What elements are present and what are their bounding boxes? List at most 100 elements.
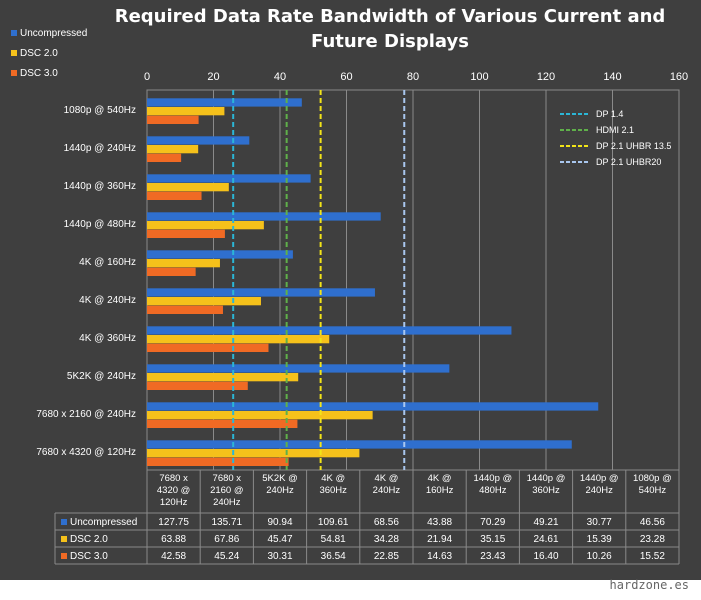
table-row-swatch xyxy=(61,536,67,542)
reference-legend-label: DP 1.4 xyxy=(596,109,623,119)
bar xyxy=(147,259,220,268)
x-tick-label: 140 xyxy=(603,71,621,83)
legend-swatch xyxy=(11,30,17,36)
x-tick-label: 120 xyxy=(537,71,555,83)
table-header-cell: 480Hz xyxy=(479,485,507,496)
category-label: 4K @ 360Hz xyxy=(79,333,136,344)
table-cell: 24.61 xyxy=(533,534,558,545)
table-cell: 15.39 xyxy=(587,534,612,545)
category-label: 1440p @ 480Hz xyxy=(64,219,136,230)
x-tick-label: 20 xyxy=(207,71,219,83)
table-cell: 15.52 xyxy=(640,551,665,562)
bar xyxy=(147,326,512,335)
table-row-swatch xyxy=(61,553,67,559)
table-cell: 45.47 xyxy=(267,534,292,545)
table-cell: 22.85 xyxy=(374,551,399,562)
chart-title-line: Future Displays xyxy=(311,31,469,52)
table-header-cell: 4K @ xyxy=(374,473,398,484)
x-tick-label: 80 xyxy=(407,71,419,83)
legend-label: Uncompressed xyxy=(20,28,87,39)
table-cell: 30.77 xyxy=(587,517,612,528)
table-row-label: DSC 2.0 xyxy=(70,534,108,545)
bar xyxy=(147,343,269,352)
table-cell: 23.28 xyxy=(640,534,665,545)
legend-swatch xyxy=(11,70,17,76)
category-label: 1080p @ 540Hz xyxy=(64,105,136,116)
bar xyxy=(147,191,202,200)
table-cell: 109.61 xyxy=(318,517,349,528)
bar xyxy=(147,153,182,162)
table-header-cell: 540Hz xyxy=(639,485,667,496)
table-cell: 70.29 xyxy=(480,517,505,528)
table-header-cell: 240Hz xyxy=(585,485,613,496)
bar xyxy=(147,250,293,259)
x-tick-label: 0 xyxy=(144,71,150,83)
table-row-label: Uncompressed xyxy=(70,517,137,528)
table-header-cell: 4320 @ xyxy=(157,485,190,496)
legend-swatch xyxy=(11,50,17,56)
table-header-cell: 4K @ xyxy=(321,473,345,484)
table-header-cell: 120Hz xyxy=(160,497,188,508)
table-header-cell: 1440p @ xyxy=(527,473,566,484)
bar xyxy=(147,229,225,238)
category-label: 7680 x 4320 @ 120Hz xyxy=(36,447,136,458)
table-header-cell: 5K2K @ xyxy=(262,473,298,484)
bar xyxy=(147,297,261,306)
bar xyxy=(147,174,311,183)
table-row-label: DSC 3.0 xyxy=(70,551,108,562)
table-cell: 23.43 xyxy=(480,551,505,562)
table-cell: 135.71 xyxy=(212,517,243,528)
legend-label: DSC 3.0 xyxy=(20,68,58,79)
chart-title-line: Required Data Rate Bandwidth of Various … xyxy=(115,6,666,27)
table-cell: 36.54 xyxy=(321,551,346,562)
table-header-cell: 240Hz xyxy=(213,497,241,508)
table-cell: 127.75 xyxy=(158,517,189,528)
table-header-cell: 360Hz xyxy=(319,485,347,496)
reference-legend-label: HDMI 2.1 xyxy=(596,125,634,135)
table-cell: 90.94 xyxy=(267,517,292,528)
table-header-cell: 160Hz xyxy=(426,485,454,496)
table-cell: 34.28 xyxy=(374,534,399,545)
bar xyxy=(147,145,199,154)
bar xyxy=(147,381,248,390)
table-cell: 46.56 xyxy=(640,517,665,528)
bar xyxy=(147,115,199,124)
table-row-swatch xyxy=(61,519,67,525)
table-cell: 63.88 xyxy=(161,534,186,545)
bar xyxy=(147,183,229,192)
table-cell: 14.63 xyxy=(427,551,452,562)
bar xyxy=(147,419,298,428)
reference-legend-label: DP 2.1 UHBR20 xyxy=(596,157,661,167)
bar xyxy=(147,335,330,344)
table-cell: 10.26 xyxy=(587,551,612,562)
table-header-cell: 4K @ xyxy=(428,473,452,484)
bar xyxy=(147,221,264,230)
bar xyxy=(147,449,360,458)
bar xyxy=(147,373,299,382)
table-cell: 30.31 xyxy=(267,551,292,562)
x-tick-label: 100 xyxy=(470,71,488,83)
reference-legend-label: DP 2.1 UHBR 13.5 xyxy=(596,141,671,151)
bar xyxy=(147,136,250,145)
bar xyxy=(147,98,302,107)
bar xyxy=(147,411,373,420)
category-label: 5K2K @ 240Hz xyxy=(67,371,136,382)
table-header-cell: 240Hz xyxy=(373,485,401,496)
table-cell: 42.58 xyxy=(161,551,186,562)
table-cell: 43.88 xyxy=(427,517,452,528)
table-header-cell: 360Hz xyxy=(532,485,560,496)
table-header-cell: 2160 @ xyxy=(210,485,243,496)
category-label: 4K @ 160Hz xyxy=(79,257,136,268)
bar xyxy=(147,107,225,116)
bar xyxy=(147,267,196,276)
table-header-cell: 240Hz xyxy=(266,485,294,496)
bar xyxy=(147,305,223,314)
category-label: 7680 x 2160 @ 240Hz xyxy=(36,409,136,420)
table-cell: 68.56 xyxy=(374,517,399,528)
table-header-cell: 7680 x xyxy=(213,473,242,484)
table-header-cell: 7680 x xyxy=(159,473,188,484)
bar xyxy=(147,212,381,221)
category-label: 1440p @ 240Hz xyxy=(64,143,136,154)
